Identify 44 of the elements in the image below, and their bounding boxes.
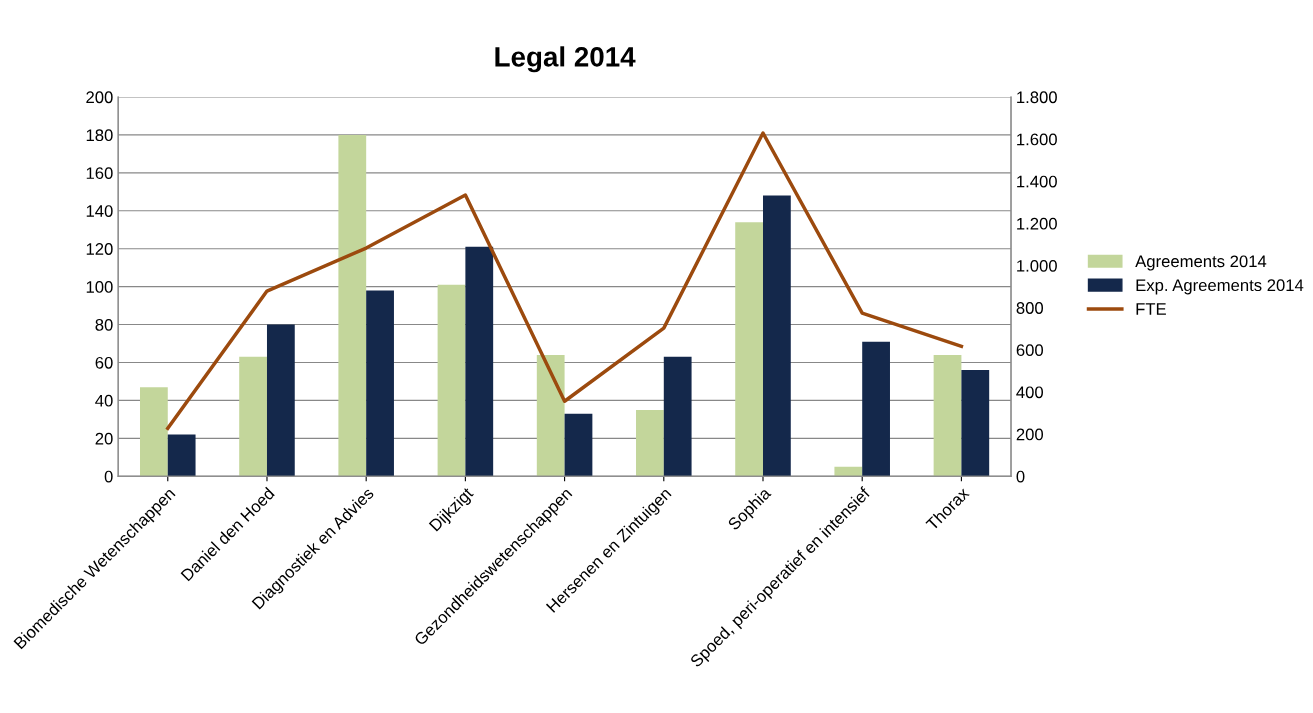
y2-tick-label: 400 xyxy=(1016,386,1044,399)
bar xyxy=(763,195,791,477)
bar xyxy=(239,356,267,477)
bar xyxy=(961,370,990,477)
y-tick-label: 40 xyxy=(95,394,113,407)
bar xyxy=(338,134,367,477)
bar xyxy=(636,409,664,477)
y-tick-label: 60 xyxy=(95,356,113,369)
legend-label: FTE xyxy=(1136,303,1166,315)
y-tick-label: 200 xyxy=(86,91,113,104)
y2-tick-label: 600 xyxy=(1016,344,1044,357)
y2-tick-label: 1.600 xyxy=(1017,133,1057,146)
bar xyxy=(834,466,863,477)
bar xyxy=(167,434,196,477)
y-tick-label: 160 xyxy=(86,167,113,180)
y-tick-label: 100 xyxy=(86,281,113,293)
y-tick-label: 140 xyxy=(86,205,113,217)
y-tick-label: 180 xyxy=(86,129,113,142)
bar xyxy=(564,413,593,477)
bar xyxy=(862,341,890,477)
bar xyxy=(735,222,763,477)
legend-label: Agreements 2014 xyxy=(1135,255,1267,271)
bar xyxy=(366,290,394,477)
y-tick-label: 20 xyxy=(95,432,113,445)
y-tick-label: 120 xyxy=(86,243,113,255)
y2-tick-label: 800 xyxy=(1016,302,1044,314)
bar xyxy=(536,354,565,477)
y-tick-label: 0 xyxy=(104,470,113,483)
y2-tick-label: 200 xyxy=(1016,428,1044,441)
bar xyxy=(663,356,692,477)
y2-tick-label: 1.800 xyxy=(1017,91,1057,104)
y2-tick-label: 0 xyxy=(1016,470,1025,483)
y2-tick-label: 1.200 xyxy=(1017,217,1057,230)
y-tick-label: 80 xyxy=(95,318,113,331)
line-series xyxy=(166,131,964,430)
legend-label: Exp. Agreements 2014 xyxy=(1136,279,1304,295)
chart-title: Legal 2014 xyxy=(495,46,636,73)
y2-tick-label: 1.400 xyxy=(1017,175,1057,188)
bar xyxy=(437,284,466,477)
y2-tick-label: 1.000 xyxy=(1017,259,1057,272)
bar xyxy=(266,324,295,477)
bar xyxy=(465,246,494,477)
bar xyxy=(139,387,168,477)
bar xyxy=(933,354,962,477)
